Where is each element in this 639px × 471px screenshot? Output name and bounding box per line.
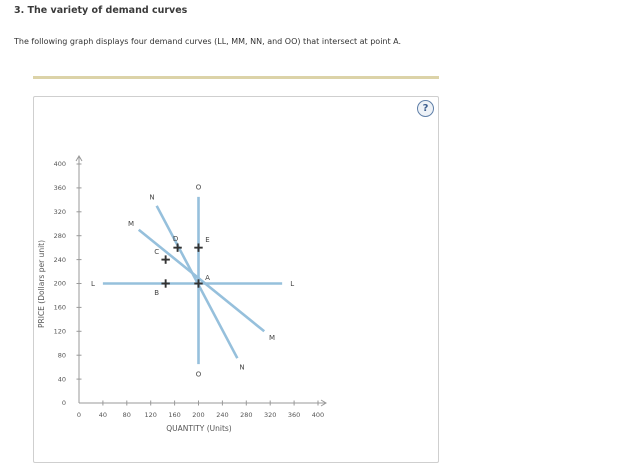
point-label-e: E bbox=[205, 236, 209, 244]
y-tick-label: 80 bbox=[58, 351, 66, 359]
y-tick-label: 40 bbox=[58, 375, 66, 383]
curve-label-oo-end: O bbox=[196, 371, 202, 379]
curve-label-ll-end: L bbox=[290, 280, 294, 288]
demand-curve-nn bbox=[155, 205, 239, 359]
x-tick-label: 280 bbox=[240, 411, 252, 419]
demand-curve-mm bbox=[137, 228, 266, 333]
curve-label-ll-start: L bbox=[91, 280, 95, 288]
point-e: E bbox=[194, 236, 210, 252]
axes bbox=[75, 155, 327, 407]
question-intro: The following graph displays four demand… bbox=[14, 37, 402, 46]
x-tick-label: 120 bbox=[144, 411, 156, 419]
ticks: 0 40 80 120 160 200 240 280 320 360 400 0 40 80 120 160… bbox=[54, 160, 325, 419]
y-tick-label: 360 bbox=[54, 184, 66, 192]
y-tick-label: 0 bbox=[62, 399, 66, 407]
help-circle-icon: ? bbox=[422, 103, 429, 114]
x-tick-label: 360 bbox=[288, 411, 300, 419]
x-axis-arrow bbox=[320, 399, 327, 407]
y-tick-label: 320 bbox=[54, 208, 66, 216]
curve-label-nn-start: N bbox=[149, 193, 154, 201]
y-tick-label: 120 bbox=[54, 328, 66, 336]
y-axis-arrow bbox=[75, 155, 83, 162]
x-tick-label: 0 bbox=[77, 411, 81, 419]
curve-label-mm-end: M bbox=[269, 334, 275, 342]
curve-labels: L L M M N N O O bbox=[91, 183, 294, 378]
x-axis-label: QUANTITY (Units) bbox=[166, 424, 232, 433]
x-tick-label: 240 bbox=[216, 411, 228, 419]
help-button[interactable]: ? bbox=[417, 100, 434, 117]
divider bbox=[33, 76, 439, 79]
point-label-b: B bbox=[154, 289, 159, 297]
point-a: A bbox=[194, 274, 210, 288]
point-c: C bbox=[154, 248, 170, 264]
x-tick-label: 400 bbox=[312, 411, 324, 419]
curve-label-oo-start: O bbox=[196, 183, 202, 191]
x-tick-label: 80 bbox=[123, 411, 131, 419]
points: A B C D E bbox=[154, 235, 210, 297]
curve-label-nn-end: N bbox=[239, 364, 244, 372]
y-tick-label: 200 bbox=[54, 280, 66, 288]
point-label-a: A bbox=[205, 274, 210, 282]
question-heading: 3. The variety of demand curves bbox=[14, 5, 188, 16]
y-tick-label: 240 bbox=[54, 256, 66, 264]
point-b: B bbox=[154, 279, 170, 297]
x-tick-label: 200 bbox=[192, 411, 204, 419]
x-tick-label: 160 bbox=[168, 411, 180, 419]
x-tick-label: 320 bbox=[264, 411, 276, 419]
point-d: D bbox=[173, 235, 182, 252]
y-tick-label: 400 bbox=[54, 160, 66, 168]
curve-label-mm-start: M bbox=[128, 220, 134, 228]
y-axis-label: PRICE (Dollars per unit) bbox=[37, 240, 46, 328]
graph-panel bbox=[33, 96, 439, 463]
y-tick-label: 280 bbox=[54, 232, 66, 240]
y-tick-label: 160 bbox=[54, 304, 66, 312]
point-label-c: C bbox=[154, 248, 159, 256]
x-tick-label: 40 bbox=[99, 411, 107, 419]
point-label-d: D bbox=[173, 235, 178, 243]
